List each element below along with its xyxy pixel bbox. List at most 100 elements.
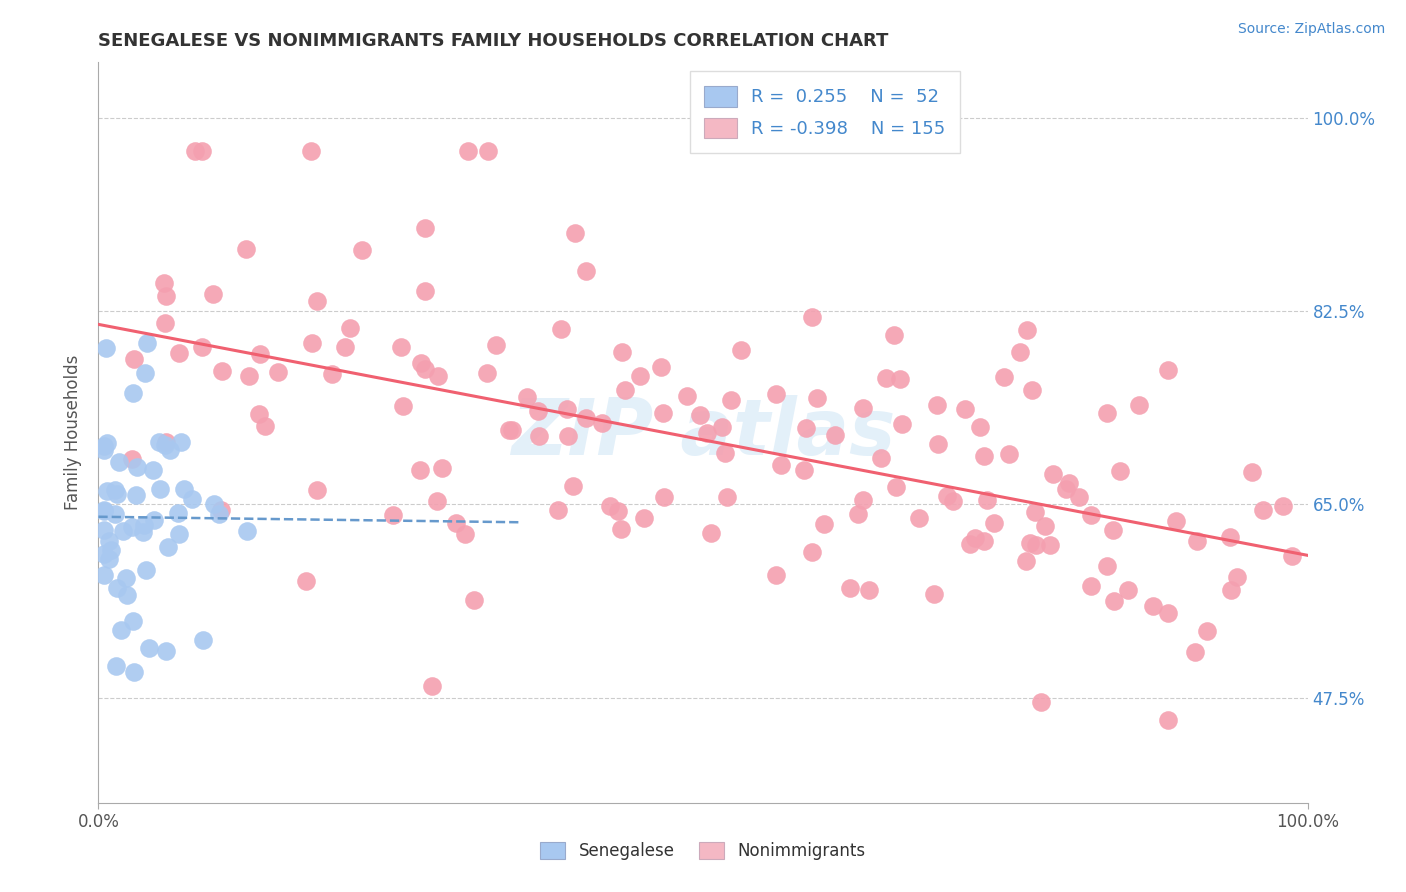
Point <box>169 527 191 541</box>
Point <box>167 346 190 360</box>
Point <box>463 592 485 607</box>
Point <box>710 420 733 434</box>
Point <box>1029 695 1052 709</box>
Point <box>93 523 115 537</box>
Point <box>1102 524 1125 538</box>
Point <box>411 356 433 370</box>
Point <box>93 568 115 582</box>
Point <box>134 517 156 532</box>
Point <box>104 507 127 521</box>
Point <box>155 438 177 452</box>
Point <box>409 463 432 477</box>
Point <box>1069 490 1091 504</box>
Y-axis label: Family Households: Family Households <box>65 355 83 510</box>
Point <box>942 494 965 508</box>
Point <box>235 524 257 538</box>
Point <box>181 491 204 506</box>
Point <box>652 406 675 420</box>
Point <box>136 336 159 351</box>
Point <box>170 434 193 449</box>
Point <box>413 361 436 376</box>
Point <box>839 582 862 596</box>
Point <box>339 321 361 335</box>
Point <box>135 563 157 577</box>
Point <box>870 450 893 465</box>
Point <box>305 483 328 497</box>
Point <box>613 383 636 397</box>
Point <box>1095 558 1118 573</box>
Point <box>730 343 752 357</box>
Point <box>1080 508 1102 523</box>
Point <box>689 408 711 422</box>
Point <box>555 402 578 417</box>
Point <box>801 544 824 558</box>
Point <box>925 398 948 412</box>
Point <box>149 483 172 497</box>
Point <box>1226 570 1249 584</box>
Text: ZIP atlas: ZIP atlas <box>510 394 896 471</box>
Point <box>793 462 815 476</box>
Point <box>889 371 911 385</box>
Point <box>382 508 405 522</box>
Point <box>770 458 793 472</box>
Point <box>973 449 995 463</box>
Point <box>575 264 598 278</box>
Point <box>973 534 995 549</box>
Point <box>107 582 129 596</box>
Point <box>148 434 170 449</box>
Point <box>969 420 991 434</box>
Point <box>94 341 117 355</box>
Point <box>96 483 118 498</box>
Point <box>1157 362 1180 376</box>
Point <box>191 632 214 647</box>
Point <box>550 322 572 336</box>
Point <box>516 390 538 404</box>
Point <box>1021 383 1043 397</box>
Point <box>305 294 328 309</box>
Point <box>1164 514 1187 528</box>
Point <box>527 403 550 417</box>
Point <box>610 344 633 359</box>
Point <box>208 508 231 522</box>
Point <box>249 347 271 361</box>
Point <box>115 571 138 585</box>
Point <box>100 542 122 557</box>
Point <box>527 429 550 443</box>
Point <box>1272 499 1295 513</box>
Point <box>1039 539 1062 553</box>
Point <box>201 287 224 301</box>
Point <box>675 389 697 403</box>
Point <box>1015 553 1038 567</box>
Point <box>547 503 569 517</box>
Point <box>800 310 823 325</box>
Point <box>813 516 835 531</box>
Point <box>426 493 449 508</box>
Point <box>564 226 586 240</box>
Point <box>125 459 148 474</box>
Point <box>696 426 718 441</box>
Point <box>155 644 177 658</box>
Point <box>93 547 115 561</box>
Point <box>1251 503 1274 517</box>
Point <box>321 367 343 381</box>
Point <box>1010 344 1032 359</box>
Point <box>633 511 655 525</box>
Point <box>121 520 143 534</box>
Point <box>457 144 479 158</box>
Point <box>93 503 115 517</box>
Point <box>884 480 907 494</box>
Point <box>121 452 143 467</box>
Point <box>959 537 981 551</box>
Point <box>654 491 676 505</box>
Point <box>716 490 738 504</box>
Point <box>335 340 357 354</box>
Point <box>350 244 373 258</box>
Point <box>1118 583 1140 598</box>
Point <box>562 479 585 493</box>
Point <box>108 455 131 469</box>
Point <box>1220 582 1243 597</box>
Point <box>714 446 737 460</box>
Point <box>936 489 959 503</box>
Point <box>765 567 787 582</box>
Point <box>122 351 145 366</box>
